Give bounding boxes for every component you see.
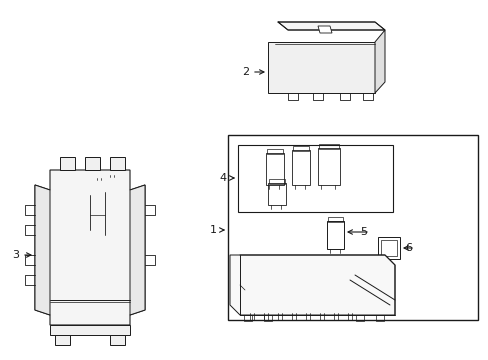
Bar: [318, 144, 338, 149]
Polygon shape: [278, 22, 384, 30]
Polygon shape: [130, 185, 145, 315]
Polygon shape: [35, 185, 50, 315]
Bar: [80, 240, 92, 290]
Bar: [238, 145, 392, 212]
Bar: [375, 313, 383, 321]
Bar: [264, 313, 271, 321]
Bar: [326, 221, 343, 249]
Polygon shape: [55, 335, 70, 345]
Polygon shape: [60, 157, 75, 170]
Polygon shape: [110, 335, 125, 345]
Polygon shape: [50, 325, 130, 335]
Text: 3: 3: [12, 250, 19, 260]
Bar: [325, 261, 338, 275]
Polygon shape: [35, 170, 145, 325]
Bar: [244, 313, 251, 321]
Bar: [291, 86, 297, 91]
Bar: [325, 278, 338, 292]
Text: 6: 6: [404, 243, 411, 253]
Bar: [108, 177, 116, 191]
Bar: [377, 237, 399, 259]
Bar: [227, 135, 477, 320]
Bar: [346, 86, 352, 91]
Bar: [292, 146, 308, 151]
Bar: [317, 148, 339, 185]
Polygon shape: [85, 157, 100, 170]
Text: 1: 1: [209, 225, 217, 235]
Bar: [267, 183, 285, 205]
Bar: [289, 263, 304, 277]
Text: 2: 2: [242, 67, 248, 77]
Bar: [355, 313, 363, 321]
Bar: [95, 180, 103, 194]
Polygon shape: [317, 26, 331, 33]
Polygon shape: [229, 255, 394, 315]
Polygon shape: [374, 30, 384, 93]
Bar: [291, 150, 309, 185]
Polygon shape: [267, 42, 374, 93]
Text: 4: 4: [220, 173, 226, 183]
Bar: [309, 278, 324, 292]
Bar: [307, 261, 321, 275]
Bar: [265, 153, 284, 185]
Bar: [380, 240, 396, 256]
Text: 5: 5: [359, 227, 366, 237]
Bar: [327, 217, 342, 222]
Bar: [268, 179, 285, 184]
Bar: [266, 149, 283, 154]
Polygon shape: [110, 157, 125, 170]
